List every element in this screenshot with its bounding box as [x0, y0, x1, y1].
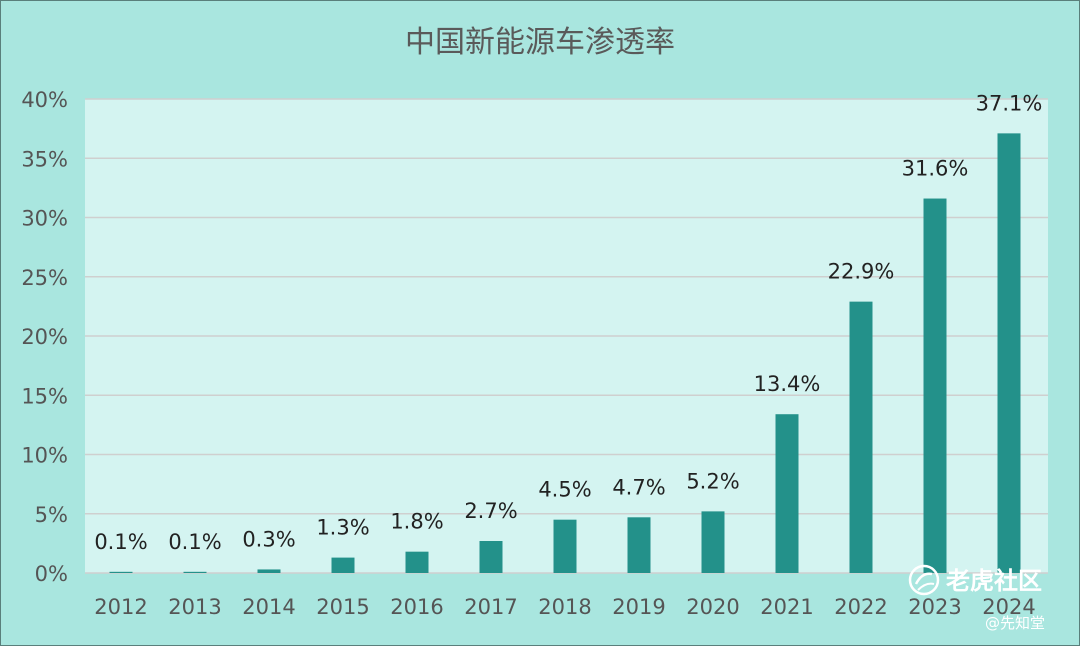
bar — [923, 198, 947, 574]
bar — [183, 571, 207, 573]
bar — [553, 519, 577, 573]
watermark: 老虎社区 @先知堂 — [908, 564, 1045, 632]
x-tick-label: 2019 — [612, 595, 665, 619]
data-label: 31.6% — [902, 157, 969, 181]
bar — [701, 511, 725, 573]
x-tick-label: 2022 — [834, 595, 887, 619]
data-label: 4.5% — [538, 478, 591, 502]
watermark-line2: @先知堂 — [985, 614, 1045, 632]
x-tick-label: 2017 — [464, 595, 517, 619]
x-axis: 2012 2013 2014 2015 2016 2017 2018 2019 2020 2021… — [94, 595, 1035, 619]
y-tick-label: 30% — [21, 207, 68, 231]
data-label: 0.3% — [242, 527, 295, 551]
data-label: 1.8% — [390, 510, 443, 534]
bar — [997, 133, 1021, 574]
bar — [479, 541, 503, 573]
data-label: 2.7% — [464, 499, 517, 523]
y-tick-label: 10% — [21, 444, 68, 468]
y-tick-label: 35% — [21, 147, 68, 171]
data-label: 0.1% — [168, 530, 221, 554]
y-tick-label: 20% — [21, 325, 68, 349]
x-tick-label: 2014 — [242, 595, 295, 619]
x-tick-label: 2018 — [538, 595, 591, 619]
data-label: 1.3% — [316, 516, 369, 540]
gridlines — [85, 98, 1048, 574]
y-tick-label: 0% — [35, 562, 68, 586]
bar — [775, 414, 799, 573]
x-tick-label: 2021 — [760, 595, 813, 619]
watermark-line1: 老虎社区 — [946, 567, 1042, 595]
bar — [849, 301, 873, 573]
y-tick-label: 25% — [21, 266, 68, 290]
bar — [109, 571, 133, 573]
x-tick-label: 2012 — [94, 595, 147, 619]
data-label: 5.2% — [686, 469, 739, 493]
y-axis: 0% 5% 10% 15% 20% 25% 30% 35% 40% — [21, 88, 68, 586]
data-label: 22.9% — [828, 260, 895, 284]
y-tick-label: 5% — [35, 503, 68, 527]
bar — [331, 557, 355, 573]
x-tick-label: 2016 — [390, 595, 443, 619]
data-label: 4.7% — [612, 475, 665, 499]
chart-title: 中国新能源车渗透率 — [405, 25, 675, 60]
x-tick-label: 2023 — [908, 595, 961, 619]
bar — [257, 569, 281, 573]
x-tick-label: 2013 — [168, 595, 221, 619]
data-label: 13.4% — [754, 372, 821, 396]
x-tick-label: 2024 — [982, 595, 1035, 619]
bar — [627, 517, 651, 573]
tiger-community-logo-icon — [908, 564, 940, 596]
data-label: 37.1% — [976, 91, 1043, 115]
bar — [405, 551, 429, 573]
data-label: 0.1% — [94, 530, 147, 554]
y-tick-label: 15% — [21, 384, 68, 408]
x-tick-label: 2015 — [316, 595, 369, 619]
y-tick-label: 40% — [21, 88, 68, 112]
x-tick-label: 2020 — [686, 595, 739, 619]
data-labels: 0.1% 0.1% 0.3% 1.3% 1.8% 2.7% 4.5% 4.7% 5.2% 13.4… — [94, 91, 1042, 553]
bars — [109, 133, 1021, 574]
